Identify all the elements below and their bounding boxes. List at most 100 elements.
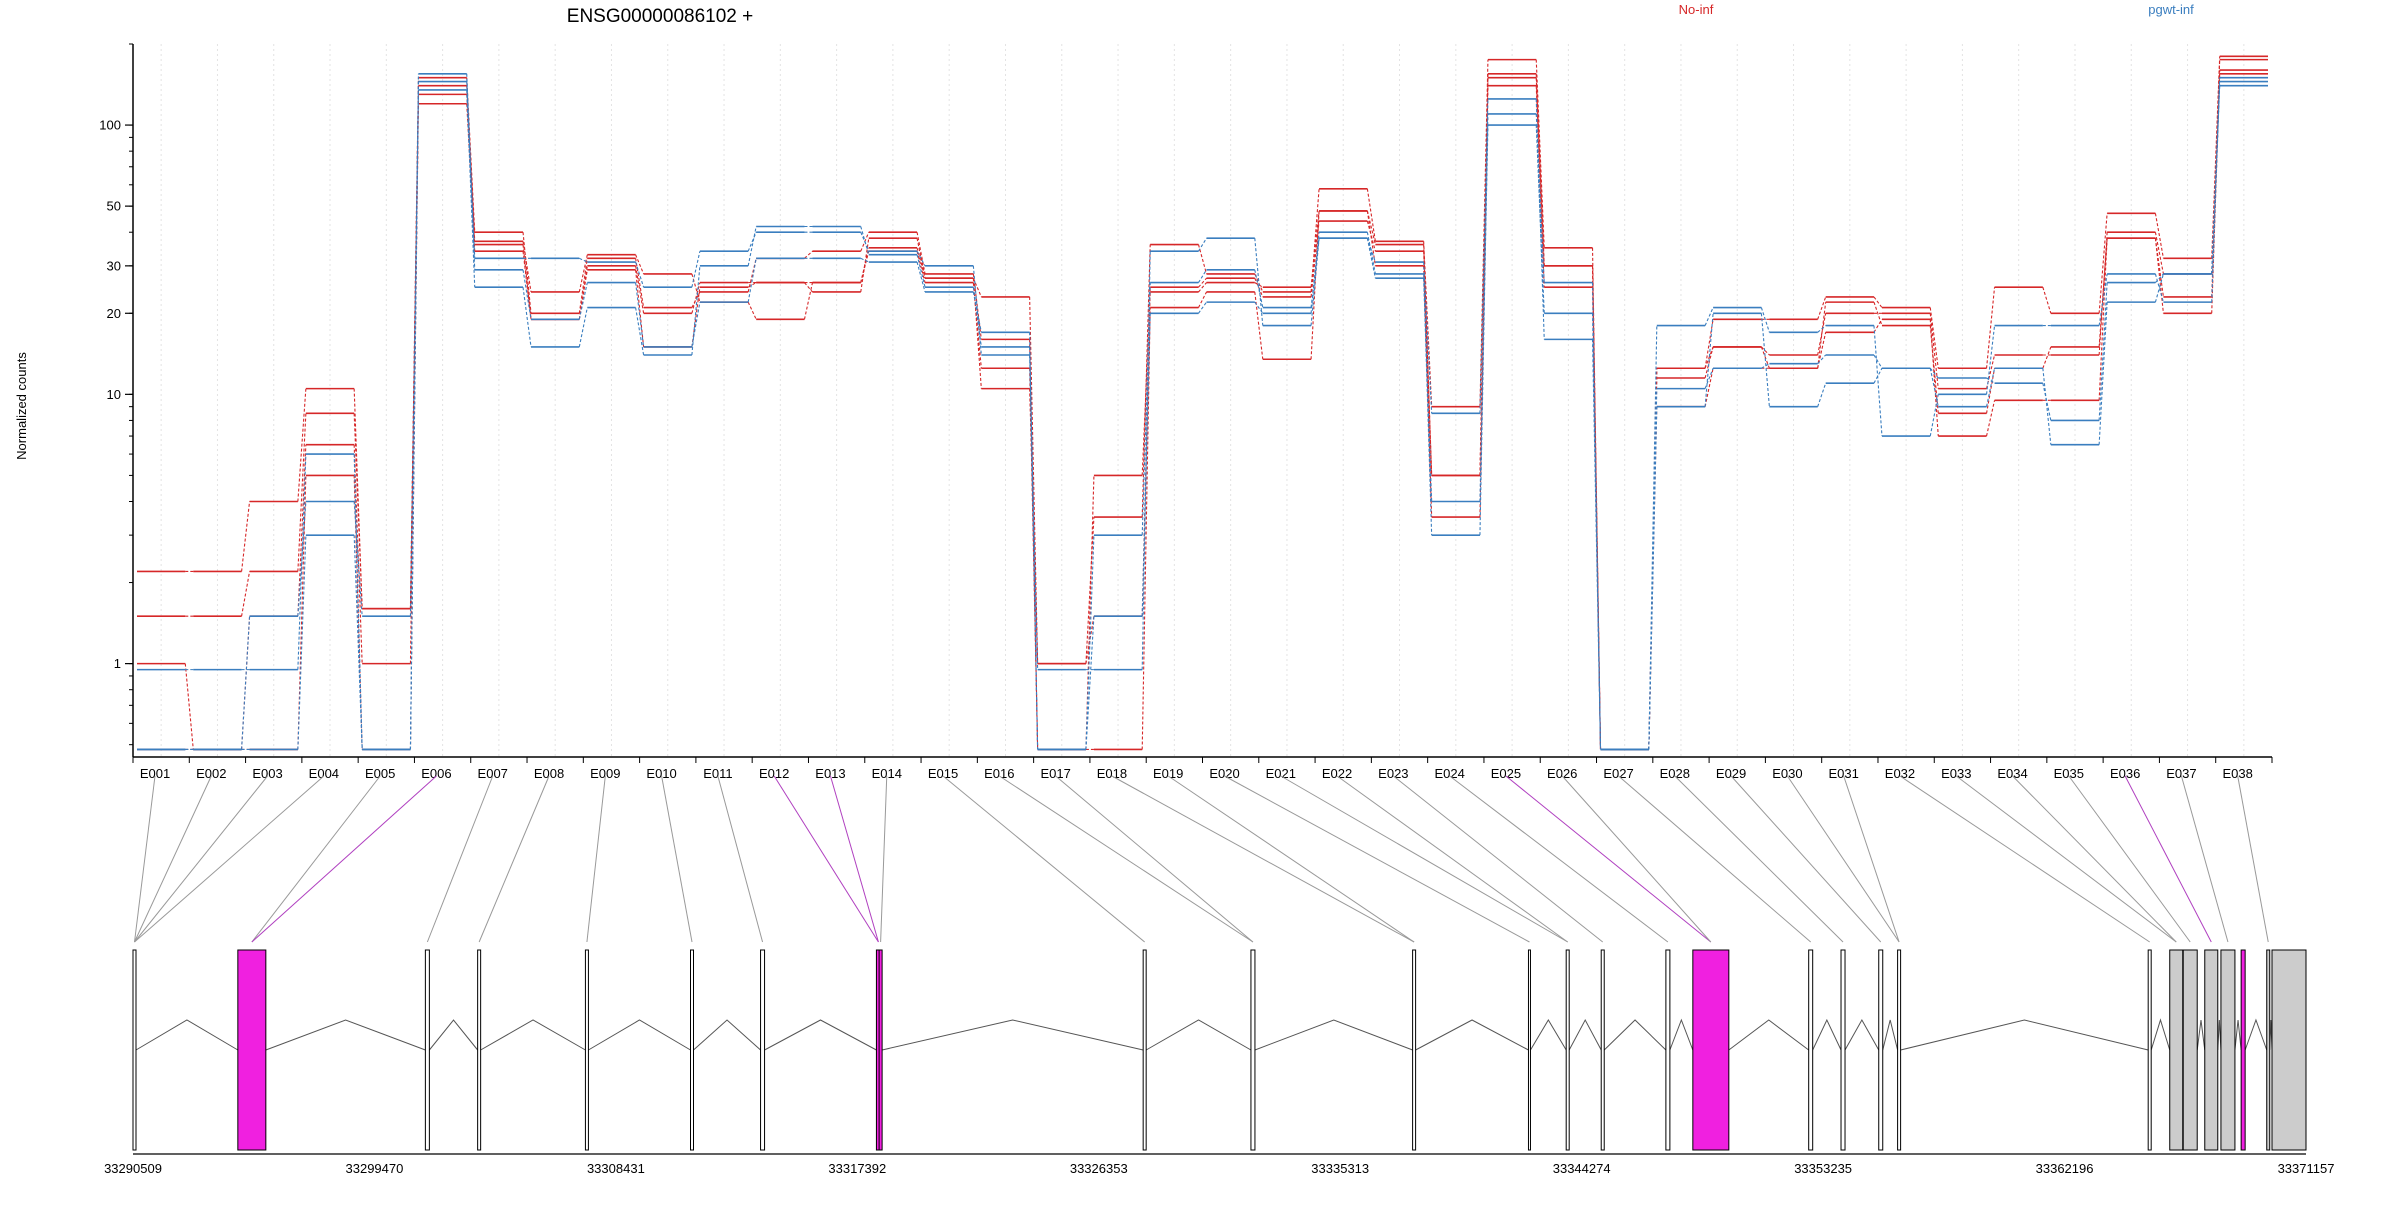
- series-7-segment: [1310, 238, 1320, 308]
- exon-block: [1600, 949, 1605, 1151]
- series-5-segment: [1873, 325, 1883, 437]
- series-5-segment: [1479, 98, 1489, 414]
- x-tick-label-E008: E008: [534, 766, 564, 781]
- x-tick-label-E031: E031: [1828, 766, 1858, 781]
- series-5-segment: [1198, 237, 1207, 252]
- series-7-segment: [1704, 368, 1714, 389]
- connector-E021: [1280, 775, 1568, 943]
- series-3-segment: [1085, 616, 1095, 664]
- series-7-segment: [353, 535, 363, 750]
- connector-E038: [2237, 775, 2269, 943]
- series-6-segment: [353, 501, 363, 617]
- series-4-segment: [1535, 73, 1545, 266]
- intron: [1603, 1019, 1667, 1051]
- series-6-segment: [1873, 367, 1883, 384]
- series-4-segment: [860, 251, 870, 283]
- series-1-segment: [297, 388, 307, 502]
- connector-E010: [661, 775, 693, 943]
- series-2-segment: [522, 232, 532, 314]
- series-4-segment: [578, 269, 588, 320]
- series-7-segment: [1817, 354, 1827, 365]
- x-tick-label-E005: E005: [365, 766, 395, 781]
- series-7-segment: [1591, 313, 1602, 750]
- series-4-segment: [2211, 70, 2221, 297]
- series-2-segment: [241, 571, 251, 617]
- y-axis-label: Normalized counts: [14, 352, 29, 460]
- series-4-segment: [2042, 346, 2052, 369]
- series-2-segment: [804, 250, 813, 259]
- x-tick-label-E029: E029: [1716, 766, 1746, 781]
- exon-block: [237, 949, 267, 1151]
- series-7-segment: [578, 282, 588, 320]
- series-1-segment: [1817, 296, 1827, 320]
- intron: [2234, 1019, 2242, 1051]
- series-1-segment: [1929, 307, 1939, 369]
- series-1-segment: [803, 282, 814, 320]
- x-tick-label-E014: E014: [872, 766, 902, 781]
- series-6-segment: [916, 254, 926, 288]
- series-1-segment: [972, 277, 982, 298]
- connector-E016: [999, 775, 1254, 943]
- intron: [1568, 1018, 1602, 1051]
- intron: [135, 1019, 239, 1051]
- intron: [2196, 1019, 2206, 1051]
- coordinate-label: 33344274: [1553, 1161, 1611, 1176]
- y-tick-label: 10: [107, 387, 121, 402]
- series-4-segment: [522, 244, 532, 320]
- series-5-segment: [1760, 307, 1770, 333]
- series-2-segment: [1254, 282, 1264, 288]
- x-tick-label-E017: E017: [1040, 766, 1070, 781]
- series-3: [137, 73, 2268, 751]
- intron: [693, 1019, 761, 1051]
- coordinate-label: 33299470: [346, 1161, 404, 1176]
- series-5-segment: [2098, 273, 2108, 326]
- exon-block: [878, 949, 883, 1151]
- series-2-segment: [1141, 291, 1151, 476]
- series-7-segment: [1479, 125, 1489, 502]
- series-4-segment: [1704, 346, 1714, 369]
- series-7-segment: [1986, 377, 1995, 384]
- x-tick-label-E021: E021: [1266, 766, 1296, 781]
- series-2-segment: [1817, 313, 1827, 356]
- series-lines: [137, 55, 2268, 751]
- exon-block: [2147, 949, 2152, 1151]
- series-3-segment: [184, 663, 194, 750]
- series-1-segment: [241, 501, 251, 572]
- series-4-segment: [1873, 301, 1883, 326]
- x-tick-label-E010: E010: [646, 766, 676, 781]
- exon-block: [690, 949, 695, 1151]
- series-5: [137, 80, 2268, 751]
- x-tick-label-E009: E009: [590, 766, 620, 781]
- coordinate-label: 33290509: [104, 1161, 162, 1176]
- series-3-segment: [972, 278, 982, 389]
- connector-E006: [251, 775, 437, 943]
- series-6-segment: [1198, 301, 1207, 314]
- series-7-segment: [297, 535, 307, 750]
- series-1-segment: [522, 241, 532, 293]
- y-tick-label: 50: [107, 199, 121, 214]
- exon-block: [1565, 949, 1570, 1151]
- series-3-segment: [635, 265, 645, 314]
- x-tick-label-E023: E023: [1378, 766, 1408, 781]
- series-3-segment: [1535, 85, 1545, 288]
- connector-E033: [1955, 775, 2177, 943]
- series-1-segment: [1141, 244, 1151, 518]
- x-tick-label-E028: E028: [1660, 766, 1690, 781]
- series-4-segment: [2098, 238, 2108, 347]
- series-2-segment: [1761, 346, 1770, 356]
- series-4-segment: [635, 269, 645, 347]
- coordinate-label: 33335313: [1311, 1161, 1369, 1176]
- series-7-segment: [409, 73, 419, 750]
- y-tick-label: 1: [114, 656, 121, 671]
- series-6-segment: [2098, 302, 2108, 445]
- x-tick-label-E030: E030: [1772, 766, 1802, 781]
- series-6-segment: [409, 89, 419, 617]
- x-tick-label-E034: E034: [1997, 766, 2027, 781]
- series-7-segment: [747, 258, 757, 303]
- exon-block: [1840, 949, 1846, 1151]
- connector-E017: [1055, 775, 1254, 943]
- x-axis: E001 E002 E003 E004 E005 E006 E007 E008 E009 E010…: [132, 756, 2273, 781]
- series-3-segment: [522, 251, 532, 320]
- series-7-segment: [1873, 354, 1883, 369]
- intron: [2150, 1018, 2171, 1051]
